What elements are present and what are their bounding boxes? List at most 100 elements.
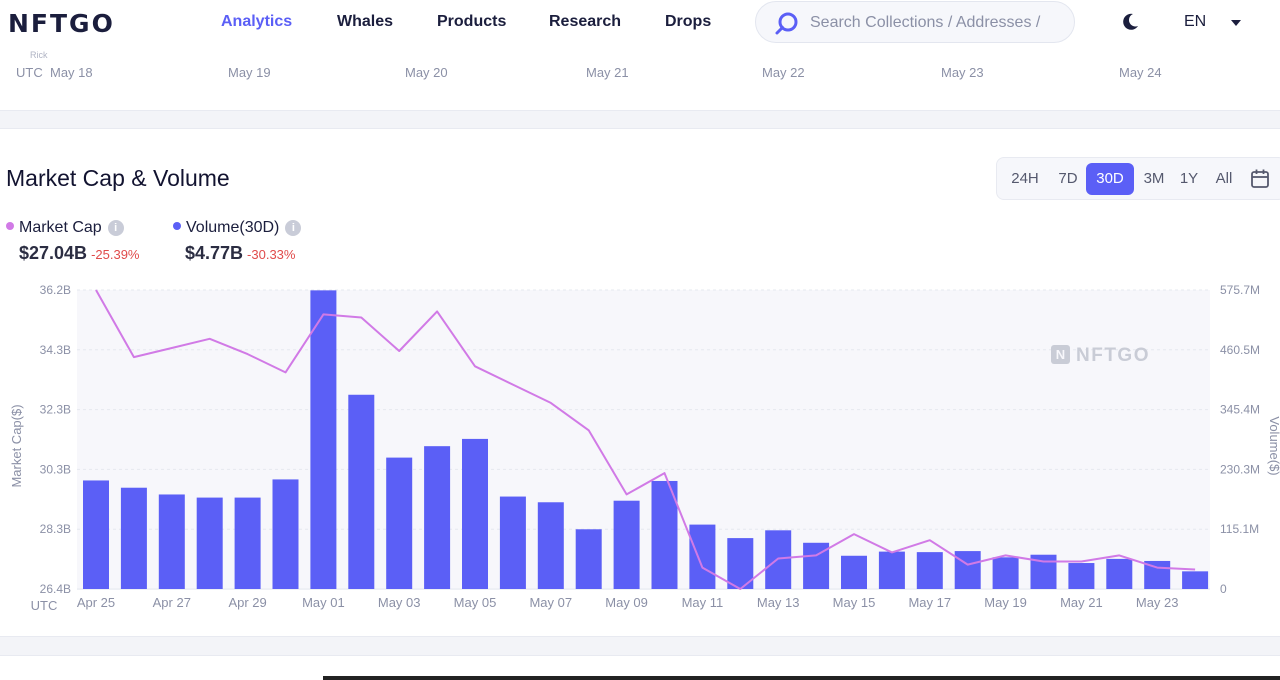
watermark: N NFTGO bbox=[1051, 345, 1150, 366]
x-axis-tick: May 09 bbox=[605, 595, 648, 610]
y-right-tick: 0 bbox=[1220, 582, 1227, 596]
market-cap-line bbox=[95, 289, 1196, 590]
volume-bar[interactable] bbox=[83, 480, 109, 589]
x-axis-tick: May 01 bbox=[302, 595, 345, 610]
language-selector[interactable]: EN bbox=[1184, 13, 1207, 30]
section-divider bbox=[0, 110, 1280, 129]
y-left-tick: 28.3B bbox=[40, 522, 71, 536]
x-axis-tick: May 05 bbox=[454, 595, 497, 610]
range-3m[interactable]: 3M bbox=[1143, 170, 1165, 187]
volume-change: -30.33% bbox=[247, 247, 296, 262]
market-cap-value: $27.04B -25.39% bbox=[19, 243, 139, 264]
legend-volume-label: Volume(30D) bbox=[186, 219, 280, 236]
range-30d[interactable]: 30D bbox=[1086, 163, 1134, 195]
x-axis-tick: May 15 bbox=[833, 595, 876, 610]
volume-bar[interactable] bbox=[196, 497, 223, 589]
y-right-tick: 230.3M bbox=[1220, 462, 1260, 476]
x-axis-tick: May 19 bbox=[984, 595, 1027, 610]
nav-research[interactable]: Research bbox=[549, 13, 622, 30]
volume-bar[interactable] bbox=[1182, 571, 1209, 589]
time-range-selector: 24H 7D 30D 3M 1Y All bbox=[996, 157, 1280, 200]
volume-bar[interactable] bbox=[878, 551, 905, 589]
volume-bar[interactable] bbox=[689, 524, 716, 589]
volume-bar[interactable] bbox=[651, 480, 678, 589]
y-right-tick: 575.7M bbox=[1220, 283, 1260, 297]
prev-axis-tick: May 22 bbox=[762, 65, 805, 80]
volume-bar[interactable] bbox=[575, 529, 602, 589]
volume-bar[interactable] bbox=[386, 457, 413, 589]
search-input[interactable]: Search Collections / Addresses / bbox=[755, 1, 1075, 43]
volume-dot bbox=[173, 222, 181, 230]
volume-bar[interactable] bbox=[158, 494, 185, 589]
nav-drops[interactable]: Drops bbox=[665, 13, 712, 30]
volume-bar[interactable] bbox=[954, 551, 981, 589]
y-right-tick: 345.4M bbox=[1220, 403, 1260, 417]
prev-axis-tick: May 24 bbox=[1119, 65, 1162, 80]
volume-bar[interactable] bbox=[916, 552, 943, 589]
top-header: NFTGO Analytics Whales Products Research… bbox=[0, 0, 1280, 46]
search-icon bbox=[775, 12, 798, 35]
y-left-tick: 34.3B bbox=[40, 343, 71, 357]
market-cap-volume-chart[interactable]: 36.2B 34.3B 32.3B 30.3B 28.3B 26.4B 575.7M 460… bbox=[0, 270, 1280, 620]
prev-axis-tick: May 21 bbox=[586, 65, 629, 80]
range-24h[interactable]: 24H bbox=[1011, 170, 1039, 187]
volume-bar[interactable] bbox=[537, 502, 564, 589]
volume-bar[interactable] bbox=[499, 496, 526, 589]
x-axis-tick: May 23 bbox=[1136, 595, 1179, 610]
volume-bar[interactable] bbox=[727, 538, 754, 589]
legend-market-cap[interactable]: Market Cap i bbox=[6, 219, 124, 237]
market-cap-dot bbox=[6, 222, 14, 230]
watermark-logo-mark: N bbox=[1056, 347, 1065, 362]
watermark-text: NFTGO bbox=[1076, 345, 1150, 366]
volume-bar[interactable] bbox=[424, 446, 451, 589]
prev-axis-tick: May 23 bbox=[941, 65, 984, 80]
prev-chart-stub-label: Rick bbox=[30, 50, 48, 60]
search-placeholder: Search Collections / Addresses / bbox=[810, 14, 1041, 31]
y-right-axis-label: Volume($) bbox=[1267, 416, 1280, 475]
prev-axis-tick: May 20 bbox=[405, 65, 448, 80]
x-axis-tick: May 11 bbox=[682, 595, 724, 610]
nftgo-logo[interactable]: NFTGO bbox=[8, 9, 115, 38]
x-axis-tick: Apr 29 bbox=[228, 595, 266, 610]
volume-bar[interactable] bbox=[992, 557, 1019, 589]
volume-bar[interactable] bbox=[1106, 558, 1133, 589]
info-icon[interactable]: i bbox=[107, 220, 124, 236]
info-icon[interactable]: i bbox=[285, 220, 302, 236]
legend-volume[interactable]: Volume(30D) i bbox=[173, 219, 302, 237]
volume-bar[interactable] bbox=[272, 479, 299, 589]
nav-products[interactable]: Products bbox=[437, 13, 507, 30]
volume-bar[interactable] bbox=[841, 555, 867, 589]
prev-axis-tick: May 19 bbox=[228, 65, 271, 80]
x-axis-tick: Apr 25 bbox=[77, 595, 115, 610]
x-axis-tick: May 17 bbox=[908, 595, 951, 610]
volume-bar[interactable] bbox=[234, 497, 261, 589]
chevron-down-icon[interactable] bbox=[1231, 20, 1241, 26]
y-left-tick: 32.3B bbox=[40, 403, 71, 417]
x-axis-tick: May 07 bbox=[529, 595, 572, 610]
volume-bar[interactable] bbox=[462, 438, 488, 589]
y-left-axis-label: Market Cap($) bbox=[9, 404, 24, 487]
prev-axis-tz: UTC bbox=[16, 65, 43, 80]
range-7d[interactable]: 7D bbox=[1058, 170, 1078, 187]
previous-chart-axis: Rick UTC May 18 May 19 May 20 May 21 May… bbox=[0, 46, 1280, 110]
volume-bar[interactable] bbox=[613, 500, 640, 589]
volume-bar[interactable] bbox=[120, 487, 147, 589]
calendar-icon[interactable] bbox=[1250, 168, 1270, 189]
volume-bar[interactable] bbox=[348, 394, 375, 589]
volume-bar[interactable] bbox=[1068, 563, 1095, 589]
range-1y[interactable]: 1Y bbox=[1179, 170, 1199, 187]
section-title: Market Cap & Volume bbox=[6, 165, 230, 191]
market-cap-change: -25.39% bbox=[91, 247, 140, 262]
y-right-tick: 460.5M bbox=[1220, 343, 1260, 357]
nav-whales[interactable]: Whales bbox=[337, 13, 394, 30]
volume-bar[interactable] bbox=[310, 290, 337, 589]
plot-area bbox=[77, 290, 1210, 590]
moon-icon[interactable] bbox=[1120, 12, 1140, 32]
range-all[interactable]: All bbox=[1215, 170, 1233, 187]
volume-value: $4.77B -30.33% bbox=[185, 243, 295, 264]
nav-analytics[interactable]: Analytics bbox=[221, 13, 293, 30]
section-divider bbox=[0, 636, 1280, 656]
y-left-tick: 36.2B bbox=[40, 283, 71, 297]
x-axis-timezone: UTC bbox=[31, 598, 58, 613]
market-cap-amount: $27.04B bbox=[19, 243, 88, 263]
